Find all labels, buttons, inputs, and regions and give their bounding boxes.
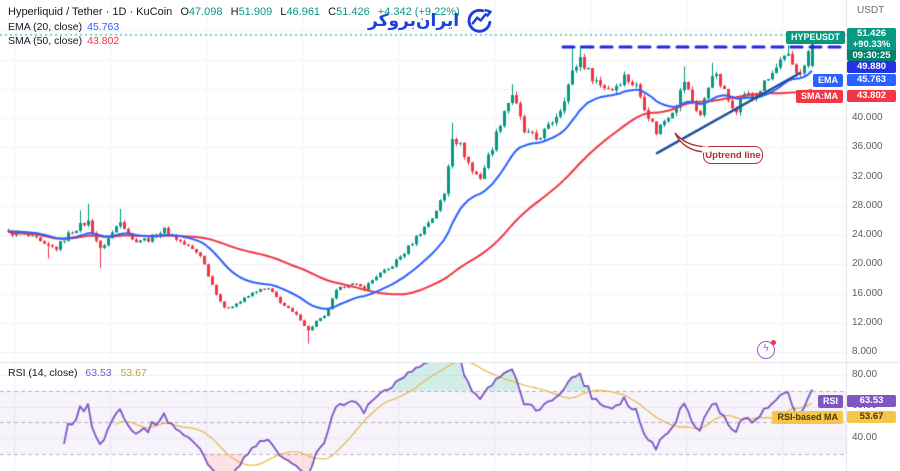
price-tick: 12.000 [852, 317, 883, 328]
callout-tail [674, 132, 708, 153]
sma-price-label[interactable]: 43.802 [847, 90, 896, 102]
rsi-tick: 80.00 [852, 369, 878, 380]
lightning-icon[interactable]: ϟ [757, 340, 776, 359]
close-label: C [328, 6, 337, 18]
price-tick: 36.000 [852, 141, 883, 152]
price-tick: 40.000 [852, 112, 883, 123]
symbol-price-tag[interactable]: HYPEUSDT [785, 31, 845, 44]
broker-logo: ایران‌بروکر [368, 7, 493, 34]
price-tick: 20.000 [852, 258, 883, 269]
rsi-ma-tag[interactable]: RSI-based MA [772, 411, 843, 424]
bar-countdown: 09:30:25 [847, 50, 896, 61]
last-price-value: 51.426 [847, 28, 896, 39]
broker-logo-text: ایران‌بروکر [368, 10, 460, 31]
sma-legend[interactable]: SMA (50, close) 43.802 [8, 35, 119, 47]
uptrend-callout[interactable]: Uptrend line [703, 146, 763, 164]
rsi-ma-legend-value: 53.67 [120, 367, 147, 379]
rsi-tick: 40.00 [852, 432, 878, 443]
high-label: H [230, 6, 239, 18]
rsi-tag[interactable]: RSI [817, 395, 843, 408]
symbol-legend[interactable]: Hyperliquid / Tether · 1D · KuCoin O47.0… [8, 6, 460, 18]
notification-dot [771, 340, 776, 345]
lightning-glyph: ϟ [763, 343, 769, 354]
ema-legend-value: 45.763 [87, 21, 120, 33]
rsi-legend-label: RSI (14, close) [8, 367, 78, 379]
price-tick: 32.000 [852, 171, 883, 182]
change-percent-value: +90.33% [847, 39, 896, 50]
ema-legend[interactable]: EMA (20, close) 45.763 [8, 21, 119, 33]
sma-tag[interactable]: SMA:MA [796, 90, 843, 103]
rsi-value-label[interactable]: 63.53 [847, 395, 896, 407]
rsi-ma-value-label[interactable]: 53.67 [847, 411, 896, 423]
sma-legend-value: 43.802 [87, 35, 120, 47]
sma-legend-label: SMA (50, close) [8, 35, 83, 47]
low-label: L [280, 6, 287, 18]
ema-legend-label: EMA (20, close) [8, 21, 83, 33]
symbol-title[interactable]: Hyperliquid / Tether · 1D · KuCoin [8, 6, 173, 18]
price-tick: 24.000 [852, 229, 883, 240]
change-value: +4.342 (+9.22%) [377, 6, 460, 18]
price-tick: 28.000 [852, 200, 883, 211]
open-label: O [180, 6, 189, 18]
price-tick: 8.000 [852, 346, 878, 357]
ema-price-label[interactable]: 45.763 [847, 74, 896, 86]
open-value: 47.098 [188, 6, 223, 18]
last-price-label[interactable]: 51.426 +90.33% 09:30:25 [847, 28, 896, 61]
drawing-price-label[interactable]: 49.880 [847, 61, 896, 73]
close-value: 51.426 [336, 6, 370, 18]
high-value: 51.909 [238, 6, 273, 18]
low-value: 46.961 [286, 6, 321, 18]
ema-tag[interactable]: EMA [813, 74, 843, 87]
broker-logo-icon [467, 8, 492, 33]
price-tick: 16.000 [852, 288, 883, 299]
axis-currency-label[interactable]: USDT [857, 5, 885, 16]
rsi-legend[interactable]: RSI (14, close) 63.53 53.67 [8, 367, 147, 379]
rsi-legend-value: 63.53 [85, 367, 112, 379]
